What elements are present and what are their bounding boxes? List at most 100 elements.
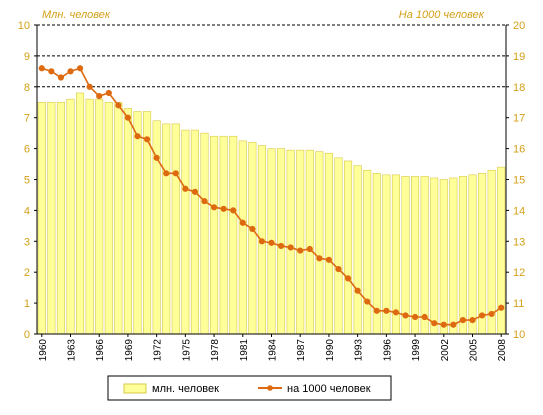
line-point <box>421 313 428 321</box>
line-point <box>48 68 55 75</box>
bar <box>37 101 46 335</box>
bar <box>200 132 209 335</box>
bar <box>411 176 420 335</box>
y-right-tick-label: 11 <box>513 298 524 310</box>
bar <box>401 176 410 335</box>
bar <box>324 152 333 335</box>
line-points <box>38 65 505 328</box>
line-point <box>268 239 275 246</box>
line-point <box>153 154 160 161</box>
legend-bar-swatch <box>123 383 147 394</box>
line-point <box>230 207 237 214</box>
line-point <box>163 170 170 177</box>
bar <box>305 149 314 335</box>
bar <box>181 129 190 335</box>
line-point <box>325 256 333 263</box>
bar <box>219 135 228 335</box>
bar <box>334 157 343 335</box>
bar <box>162 123 171 335</box>
line-point <box>191 188 199 195</box>
y-left-axis-title: Млн. человек <box>42 9 111 21</box>
y-right-tick-label: 16 <box>513 144 525 156</box>
bar <box>478 173 487 335</box>
y-left-tick-label: 7 <box>24 113 30 125</box>
y-right-tick-label: 15 <box>513 175 525 187</box>
line-point <box>316 255 323 262</box>
legend: млн. человек на 1000 человек <box>107 375 392 401</box>
bar <box>190 129 199 335</box>
bar <box>210 135 219 335</box>
line-point <box>124 114 132 121</box>
line-point <box>450 321 457 328</box>
bar <box>458 176 467 335</box>
bar <box>123 108 132 335</box>
legend-box <box>107 375 392 401</box>
y-left-tick-label: 6 <box>24 144 30 156</box>
line-point <box>335 266 342 273</box>
line-point <box>392 309 400 316</box>
y-right-tick-label: 13 <box>513 236 525 248</box>
bar <box>363 169 372 335</box>
y-left-tick-label: 0 <box>24 329 30 341</box>
line-point <box>431 320 438 327</box>
x-tick-label: 2002 <box>440 339 451 362</box>
y-right-tick-label: 12 <box>513 267 525 279</box>
line-point <box>498 304 505 311</box>
line-point <box>488 310 495 318</box>
bar <box>104 101 113 335</box>
line-point <box>469 316 476 324</box>
x-tick-label: 1975 <box>181 339 192 362</box>
line-point <box>143 136 151 143</box>
bar <box>344 160 353 335</box>
line-point <box>354 287 361 294</box>
grid-lines <box>37 24 506 88</box>
legend-line-marker <box>267 385 273 391</box>
line-point <box>440 321 447 328</box>
y-right-tick-label: 19 <box>513 51 525 63</box>
bar <box>133 111 142 335</box>
line-point <box>344 275 352 282</box>
x-tick-label: 1993 <box>354 339 365 362</box>
y-left-tick-label: 8 <box>24 82 30 94</box>
line-point <box>411 313 419 321</box>
line-point <box>383 307 390 314</box>
line-point <box>201 198 208 205</box>
line-point <box>105 89 112 97</box>
x-tick-label: 1984 <box>268 339 279 362</box>
bar <box>248 142 257 335</box>
line-point <box>38 65 45 72</box>
y-left-tick-label: 10 <box>18 20 30 32</box>
bar <box>296 149 305 335</box>
line-point <box>287 244 294 251</box>
line-point <box>402 312 409 319</box>
line-point <box>96 92 103 100</box>
bar <box>277 148 286 335</box>
x-tick-label: 1996 <box>382 339 393 362</box>
bar <box>114 101 123 335</box>
bar <box>56 101 65 335</box>
bar <box>315 151 324 335</box>
x-tick-label: 1972 <box>153 339 164 362</box>
line-point <box>172 170 179 177</box>
x-tick-label: 1987 <box>296 339 307 362</box>
y-left-tick-label: 3 <box>24 236 30 248</box>
y-right-tick-label: 14 <box>513 205 525 217</box>
line-point <box>86 83 93 90</box>
line-point <box>249 225 256 233</box>
y-left-tick-label: 1 <box>24 298 30 310</box>
line-point <box>306 245 313 253</box>
line-point <box>258 238 266 245</box>
bar-series <box>37 92 506 335</box>
bar <box>171 123 180 335</box>
x-tick-label: 1960 <box>38 339 49 362</box>
bar <box>420 176 429 335</box>
line-point <box>373 307 380 314</box>
line-point <box>134 133 141 140</box>
line-point <box>67 68 74 75</box>
y-left-tick-label: 5 <box>24 175 30 187</box>
bar <box>468 174 477 335</box>
x-tick-label: 2005 <box>469 339 480 362</box>
line-point <box>76 65 84 72</box>
bar <box>47 101 56 335</box>
